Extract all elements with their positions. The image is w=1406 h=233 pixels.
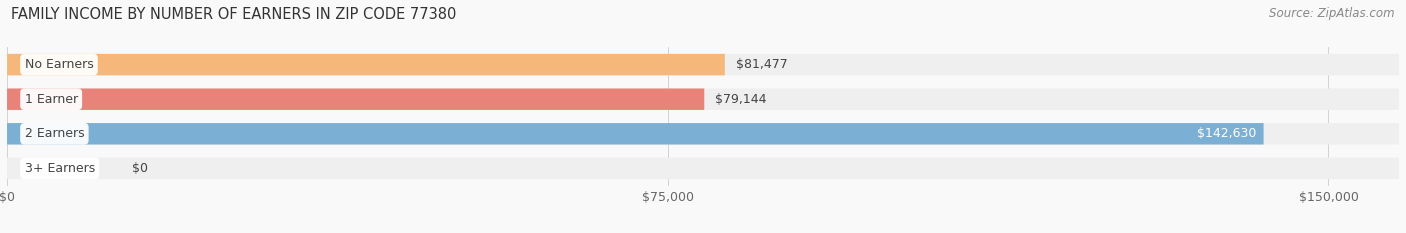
- Text: 3+ Earners: 3+ Earners: [24, 162, 94, 175]
- Text: $79,144: $79,144: [716, 93, 766, 106]
- Text: Source: ZipAtlas.com: Source: ZipAtlas.com: [1270, 7, 1395, 20]
- Text: $0: $0: [132, 162, 148, 175]
- FancyBboxPatch shape: [7, 89, 704, 110]
- FancyBboxPatch shape: [7, 123, 1399, 144]
- FancyBboxPatch shape: [7, 158, 1399, 179]
- Text: 1 Earner: 1 Earner: [24, 93, 77, 106]
- FancyBboxPatch shape: [7, 54, 1399, 75]
- FancyBboxPatch shape: [7, 89, 1399, 110]
- Text: No Earners: No Earners: [24, 58, 93, 71]
- Text: $81,477: $81,477: [735, 58, 787, 71]
- Text: FAMILY INCOME BY NUMBER OF EARNERS IN ZIP CODE 77380: FAMILY INCOME BY NUMBER OF EARNERS IN ZI…: [11, 7, 457, 22]
- Text: 2 Earners: 2 Earners: [24, 127, 84, 140]
- FancyBboxPatch shape: [7, 123, 1264, 144]
- FancyBboxPatch shape: [7, 54, 725, 75]
- Text: $142,630: $142,630: [1198, 127, 1257, 140]
